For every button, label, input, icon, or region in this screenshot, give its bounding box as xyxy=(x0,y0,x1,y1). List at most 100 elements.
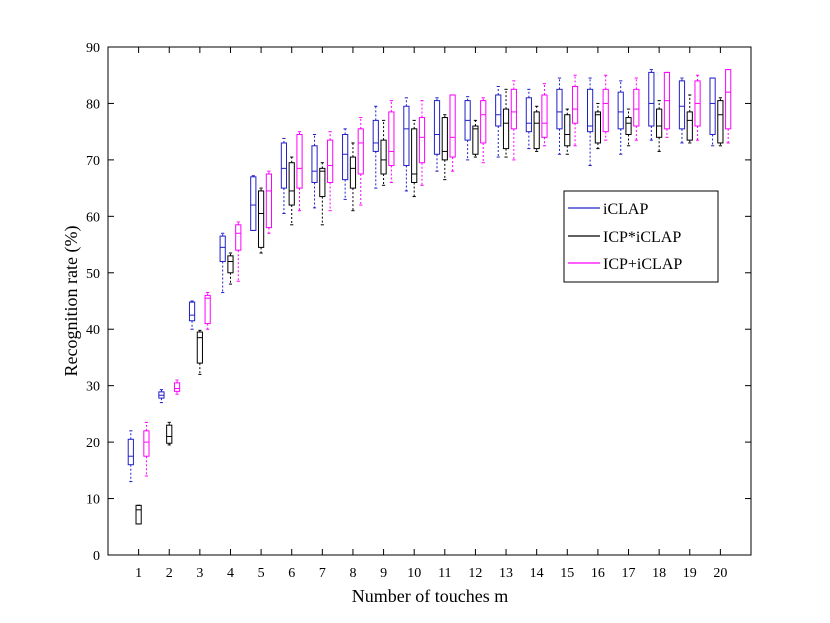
box xyxy=(388,100,395,183)
box-body xyxy=(257,190,265,248)
box-body xyxy=(265,173,272,229)
box xyxy=(265,170,272,234)
box-body xyxy=(288,162,295,206)
box xyxy=(709,77,716,147)
box xyxy=(541,83,548,147)
box xyxy=(556,77,563,155)
series-1 xyxy=(135,88,724,525)
box-body xyxy=(319,167,326,198)
box xyxy=(502,88,510,158)
x-tick-label: 17 xyxy=(622,566,636,581)
box xyxy=(648,69,655,141)
box xyxy=(678,77,686,144)
box xyxy=(166,421,173,446)
box xyxy=(196,329,203,375)
box-body xyxy=(656,108,663,138)
box-body xyxy=(510,88,517,130)
box xyxy=(433,97,441,172)
x-tick-label: 1 xyxy=(135,566,142,581)
box xyxy=(288,156,295,226)
legend-label-icp-plus-iclap: ICP+iCLAP xyxy=(603,256,682,273)
box-body xyxy=(342,133,349,181)
box xyxy=(235,221,242,282)
box xyxy=(449,94,456,172)
y-tick-label: 70 xyxy=(86,154,100,169)
box-body xyxy=(587,88,594,133)
box xyxy=(372,105,379,189)
box-body xyxy=(349,156,357,189)
box xyxy=(219,232,226,294)
legend-label-icp-star-iclap: ICP*iCLAP xyxy=(603,229,681,246)
legend-item-iclap: iCLAP xyxy=(568,201,648,218)
y-tick-label: 30 xyxy=(86,380,100,395)
x-tick-label: 15 xyxy=(560,566,574,581)
box xyxy=(280,137,288,215)
x-tick-label: 19 xyxy=(683,566,697,581)
box xyxy=(342,128,349,200)
box-body xyxy=(480,100,487,144)
boxes-layer xyxy=(127,69,732,525)
box-body xyxy=(495,94,502,127)
y-tick-label: 10 xyxy=(86,493,100,508)
y-tick-label: 0 xyxy=(93,549,100,564)
box-body xyxy=(709,77,716,135)
box-body xyxy=(617,91,624,130)
box xyxy=(625,108,632,147)
box-body xyxy=(449,94,456,158)
box xyxy=(227,252,234,285)
box xyxy=(296,131,303,212)
x-tick-label: 3 xyxy=(196,566,203,581)
box xyxy=(158,389,165,404)
legend-item-icp-star-iclap: ICP*iCLAP xyxy=(568,229,681,246)
x-tick-label: 16 xyxy=(591,566,605,581)
series-2 xyxy=(143,69,732,477)
box-body xyxy=(219,235,226,262)
box-body xyxy=(327,139,334,183)
box-body xyxy=(388,111,395,167)
box xyxy=(602,74,609,141)
box xyxy=(418,100,426,186)
x-tick-label: 12 xyxy=(468,566,482,581)
box xyxy=(663,71,671,138)
box-body xyxy=(204,294,211,325)
y-axis-ticks: 0 10 20 30 40 50 60 70 80 90 xyxy=(86,41,751,564)
box xyxy=(441,114,448,181)
x-tick-label: 11 xyxy=(438,566,451,581)
x-tick-label: 13 xyxy=(499,566,513,581)
box-body xyxy=(166,424,173,444)
box-body xyxy=(686,111,693,141)
box-body xyxy=(380,139,387,175)
box-body xyxy=(250,176,257,231)
box xyxy=(656,100,663,152)
x-axis-ticks: 1 2 3 4 5 6 7 8 9 10 11 12 13 14 15 16 17 18 19 20 xyxy=(135,47,727,581)
box xyxy=(311,133,318,209)
x-tick-label: 9 xyxy=(380,566,387,581)
box xyxy=(257,187,265,254)
box xyxy=(617,80,624,155)
x-tick-label: 5 xyxy=(258,566,265,581)
box xyxy=(204,292,211,330)
box-body xyxy=(173,382,181,392)
box xyxy=(594,102,602,150)
series-0 xyxy=(127,69,716,483)
y-tick-label: 40 xyxy=(86,323,100,338)
box xyxy=(403,97,410,192)
box-body xyxy=(648,71,655,127)
box xyxy=(564,108,571,155)
x-tick-label: 18 xyxy=(652,566,666,581)
box xyxy=(411,119,418,198)
box xyxy=(173,379,181,395)
box-body xyxy=(571,86,579,124)
y-tick-label: 80 xyxy=(86,97,100,112)
y-tick-label: 60 xyxy=(86,210,100,225)
box xyxy=(633,77,640,141)
box xyxy=(495,86,502,158)
x-tick-label: 7 xyxy=(319,566,326,581)
box-body xyxy=(311,145,318,183)
box xyxy=(319,162,326,226)
box xyxy=(533,105,540,152)
box xyxy=(143,421,150,477)
box-body xyxy=(533,111,540,150)
